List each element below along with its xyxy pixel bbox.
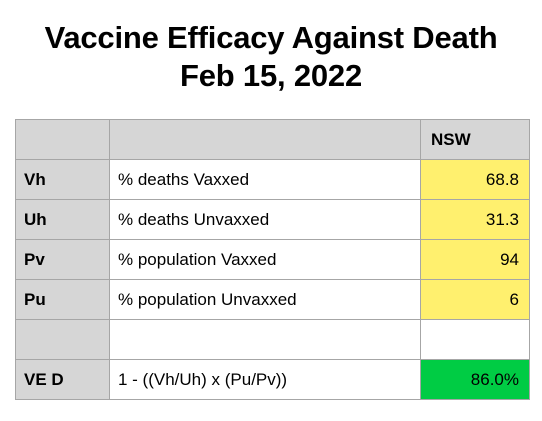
row-value: 94 [420,239,530,280]
table-row-ved: VE D 1 - ((Vh/Uh) x (Pu/Pv)) 86.0% [15,359,530,400]
row-description: % deaths Unvaxxed [109,199,421,240]
table-row-pu: Pu % population Unvaxxed 6 [15,279,530,320]
row-value: 6 [420,279,530,320]
row-value [420,319,530,360]
vaccine-efficacy-table: NSW Vh % deaths Vaxxed 68.8 Uh % deaths … [15,119,530,400]
row-description: % population Unvaxxed [109,279,421,320]
row-code: Pv [15,239,110,280]
table-header-row: NSW [15,119,530,160]
table-row-pv: Pv % population Vaxxed 94 [15,239,530,280]
row-description: % deaths Vaxxed [109,159,421,200]
page-subtitle-date: Feb 15, 2022 [180,58,362,93]
table-row-vh: Vh % deaths Vaxxed 68.8 [15,159,530,200]
header-nsw-cell: NSW [420,119,530,160]
row-code: Uh [15,199,110,240]
row-code: Pu [15,279,110,320]
table-row-uh: Uh % deaths Unvaxxed 31.3 [15,199,530,240]
row-description [109,319,421,360]
row-code [15,319,110,360]
row-description: 1 - ((Vh/Uh) x (Pu/Pv)) [109,359,421,400]
table-row-empty [15,319,530,360]
row-code: VE D [15,359,110,400]
row-value: 31.3 [420,199,530,240]
row-code: Vh [15,159,110,200]
result-value: 86.0% [420,359,530,400]
row-value: 68.8 [420,159,530,200]
header-code-cell [15,119,110,160]
header-description-cell [109,119,421,160]
page-title: Vaccine Efficacy Against Death [44,20,498,55]
row-description: % population Vaxxed [109,239,421,280]
